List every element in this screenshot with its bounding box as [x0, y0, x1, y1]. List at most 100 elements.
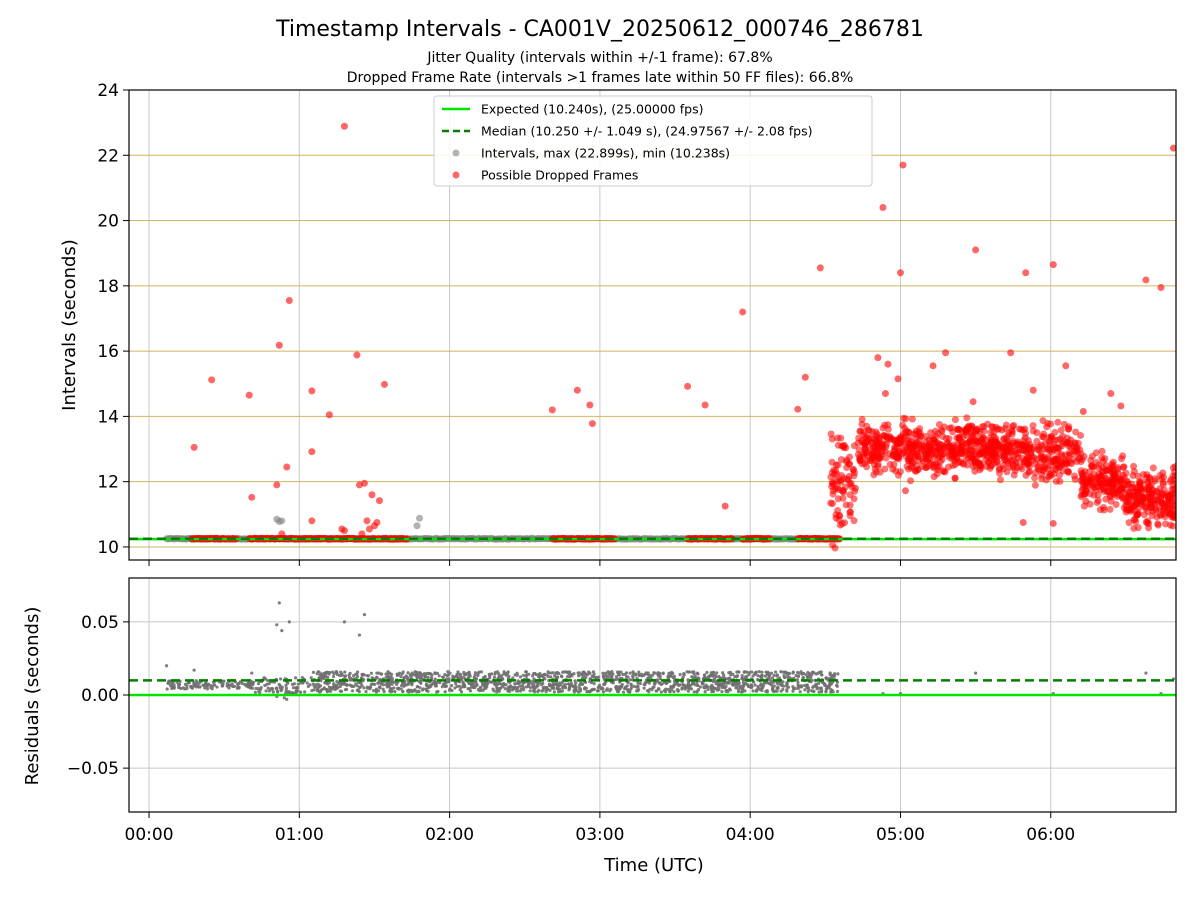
residual-point	[715, 671, 719, 675]
residual-point	[682, 672, 686, 676]
residual-point	[763, 674, 767, 678]
dropped-frame-point	[945, 435, 953, 443]
residual-point	[835, 689, 840, 694]
dropped-frame-point	[1072, 428, 1080, 436]
dropped-frame-point	[988, 453, 996, 461]
residual-point	[631, 674, 635, 678]
residual-point	[756, 674, 760, 678]
residual-point	[171, 681, 175, 685]
dropped-frame-point	[946, 442, 954, 450]
dropped-frame-point	[948, 451, 956, 459]
dropped-frame-point	[828, 458, 836, 466]
residual-point	[577, 674, 581, 678]
residual-point	[833, 674, 837, 678]
residual-point	[478, 688, 482, 693]
dropped-frame-point	[1043, 423, 1051, 431]
residual-point	[770, 688, 775, 692]
dropped-frame-point	[914, 452, 922, 460]
residual-point	[521, 673, 526, 677]
dropped-frame-point	[896, 269, 904, 277]
residual-point	[603, 681, 607, 686]
dropped-frame-point	[1154, 520, 1162, 528]
dropped-frame-point	[996, 469, 1004, 477]
dropped-frame-point	[1082, 497, 1090, 505]
residual-point	[227, 686, 231, 690]
residual-point	[357, 633, 362, 637]
residual-point	[621, 672, 625, 677]
residual-point	[749, 684, 753, 688]
residual-point	[185, 684, 189, 688]
residual-point	[459, 676, 463, 681]
residual-point	[374, 687, 379, 691]
residual-point	[443, 690, 447, 694]
residual-point	[753, 683, 757, 687]
dropped-frame-point	[1156, 510, 1164, 518]
residual-point	[397, 673, 401, 677]
residual-point	[628, 671, 632, 675]
dropped-frame-point	[927, 429, 935, 437]
residual-point	[819, 690, 824, 694]
residual-point	[371, 689, 376, 693]
residual-point	[449, 684, 454, 688]
residual-point	[192, 668, 196, 672]
residual-point	[725, 688, 729, 693]
dropped-frame-point	[721, 502, 729, 510]
residual-point	[264, 677, 268, 681]
residual-point	[499, 674, 504, 678]
residual-point	[798, 690, 802, 694]
residual-point	[791, 689, 795, 693]
dropped-frame-point	[1083, 485, 1091, 493]
residual-point	[532, 685, 536, 690]
residual-point	[806, 690, 810, 694]
dropped-frame-point	[846, 512, 854, 520]
dropped-frame-point	[1169, 498, 1176, 506]
residual-point	[766, 672, 770, 676]
residual-point	[527, 672, 531, 676]
dropped-frame-point	[837, 476, 845, 484]
dropped-frame-point	[942, 349, 950, 357]
residual-point	[669, 685, 673, 689]
dropped-frame-point	[1116, 475, 1124, 483]
residual-point	[459, 685, 463, 689]
y-tick-label: 0.00	[81, 686, 119, 706]
dropped-frame-point	[979, 434, 987, 442]
dropped-frame-point	[892, 450, 900, 458]
residual-point	[441, 675, 445, 679]
residual-point	[757, 670, 761, 674]
dropped-frame-point	[1114, 470, 1122, 478]
residual-point	[331, 674, 336, 679]
residual-point	[332, 684, 336, 688]
residual-point	[457, 672, 461, 676]
legend-label: Possible Dropped Frames	[481, 168, 638, 183]
residual-point	[487, 674, 492, 678]
residual-point	[381, 683, 386, 687]
residual-point	[775, 689, 779, 693]
residual-point	[531, 689, 535, 693]
residual-point	[582, 687, 587, 691]
dropped-frame-point	[548, 406, 556, 414]
residual-point	[324, 688, 329, 692]
residual-point	[811, 670, 815, 674]
residual-point	[321, 675, 326, 680]
dropped-frame-point	[830, 466, 838, 474]
dropped-frame-point	[924, 462, 932, 470]
dropped-frame-point	[925, 440, 933, 448]
residual-point	[381, 687, 385, 691]
residual-point	[389, 672, 394, 676]
residual-point	[447, 677, 451, 681]
residual-point	[669, 671, 674, 675]
residual-point	[596, 675, 601, 679]
residual-point	[410, 683, 414, 687]
residual-point	[452, 676, 456, 680]
residual-point	[294, 688, 299, 692]
dropped-frame-point	[891, 443, 899, 451]
dropped-frame-point	[1021, 434, 1029, 442]
residual-point	[621, 690, 626, 694]
dropped-frame-point	[1142, 504, 1150, 512]
dropped-frame-point	[983, 447, 991, 455]
residual-point	[210, 687, 214, 691]
residual-point	[829, 682, 833, 686]
x-tick-label: 01:00	[275, 825, 324, 845]
dropped-frame-point	[375, 497, 383, 505]
residual-point	[829, 688, 833, 692]
